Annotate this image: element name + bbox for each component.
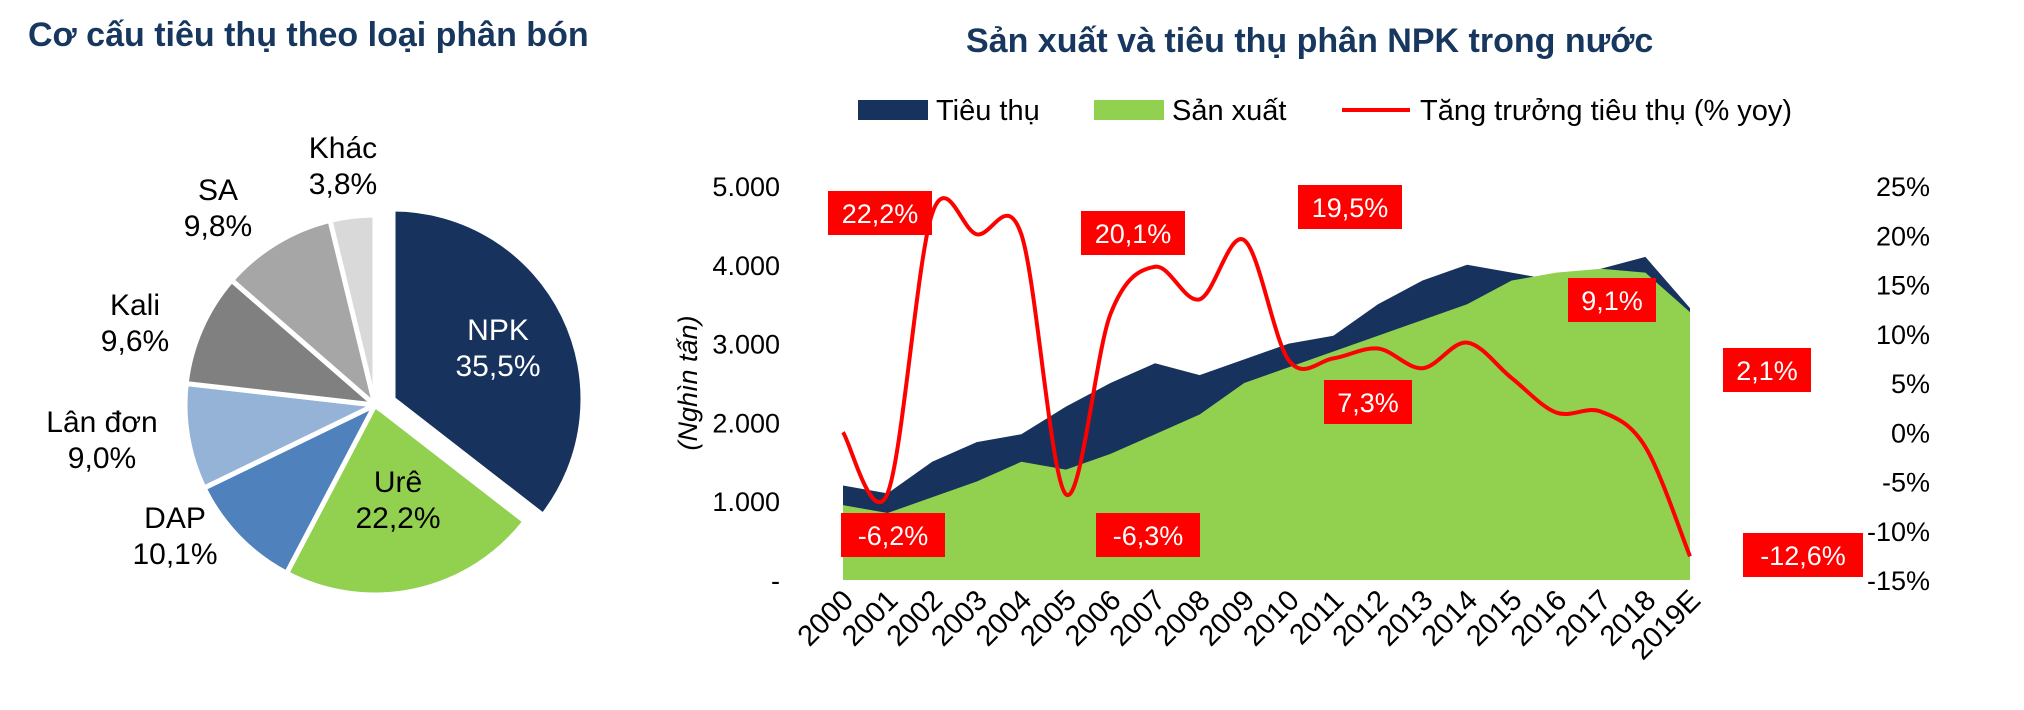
y-right-tick-label: -5% [1882, 468, 1930, 498]
data-label: 2,1% [1736, 356, 1798, 386]
pie-chart-title: Cơ cấu tiêu thụ theo loại phân bón [28, 16, 589, 54]
data-label-box [1324, 380, 1412, 424]
data-label: -6,2% [858, 521, 929, 551]
data-label-box [828, 191, 932, 235]
y-right-tick-label: 25% [1876, 172, 1930, 202]
y-left-tick-label: 2.000 [712, 408, 780, 438]
y-right-tick-label: 10% [1876, 320, 1930, 350]
y-right-tick-label: 5% [1891, 369, 1930, 399]
y-left-tick-label: 4.000 [712, 251, 780, 281]
data-label: 7,3% [1337, 388, 1399, 418]
y-left-tick-label: 3.000 [712, 330, 780, 360]
pie-label-value-kali: 9,6% [101, 325, 169, 358]
pie-label-name-dap: DAP [144, 502, 206, 535]
data-label-box [1298, 185, 1402, 229]
y-right-tick-label: 0% [1891, 418, 1930, 448]
pie-label-name-ure: Urê [374, 466, 422, 499]
y-right-tick-label: -10% [1867, 517, 1930, 547]
data-label: 9,1% [1581, 286, 1643, 316]
pie-label-name-khac: Khác [309, 132, 377, 165]
pie-slice-lan-don [182, 380, 384, 492]
y-left-tick-label: 5.000 [712, 172, 780, 202]
pie-label-value-lan-don: 9,0% [68, 442, 136, 475]
legend-swatch-san-xuat [1094, 100, 1164, 120]
series-line-tang-truong [841, 196, 1692, 558]
pie-label-name-npk: NPK [467, 314, 529, 347]
pie-label-value-sa: 9,8% [184, 210, 252, 243]
data-label: 19,5% [1312, 193, 1389, 223]
data-label-box [1723, 348, 1811, 392]
data-label: 20,1% [1095, 219, 1172, 249]
y-left-tick-label: 1.000 [712, 487, 780, 517]
pie-label-value-ure: 22,2% [355, 502, 440, 535]
y-right-tick-label: 15% [1876, 271, 1930, 301]
data-label: 22,2% [842, 199, 919, 229]
legend-label-tang-truong-tieu-thu-yoy: Tăng trưởng tiêu thụ (% yoy) [1420, 95, 1792, 127]
data-label-box [1096, 513, 1200, 557]
pie-label-value-dap: 10,1% [132, 538, 217, 571]
data-label-box [1743, 533, 1863, 577]
pie-label-name-sa: SA [198, 174, 238, 207]
data-label-box [841, 513, 945, 557]
pie-label-name-kali: Kali [110, 289, 160, 322]
pie-slice-kali [183, 276, 383, 409]
y-left-tick-label: - [771, 566, 780, 596]
data-label: -12,6% [1760, 541, 1846, 571]
legend-swatch-tieu-thu [858, 100, 928, 120]
pie-slice-khac [327, 212, 378, 406]
pie-label-value-npk: 35,5% [455, 350, 540, 383]
y-right-tick-label: -15% [1867, 566, 1930, 596]
y-axis-label: (Nghìn tấn) [673, 315, 703, 450]
pie-label-value-khac: 3,8% [309, 168, 377, 201]
pie-slice-ure [283, 401, 529, 598]
pie-label-name-lan-don: Lân đơn [46, 406, 157, 439]
legend-label-tieu-thu: Tiêu thụ [936, 95, 1040, 127]
data-label: -6,3% [1113, 521, 1184, 551]
legend-label-san-xuat: Sản xuất [1172, 95, 1286, 127]
series-area-san-xuat [843, 268, 1690, 580]
npk-chart-title: Sản xuất và tiêu thụ phân NPK trong nước [966, 22, 1654, 60]
pie-slice-dap [200, 399, 381, 577]
pie-slice-npk [390, 206, 586, 519]
y-right-tick-label: 20% [1876, 221, 1930, 251]
data-label-box [1081, 211, 1185, 255]
data-label-box [1568, 278, 1656, 322]
